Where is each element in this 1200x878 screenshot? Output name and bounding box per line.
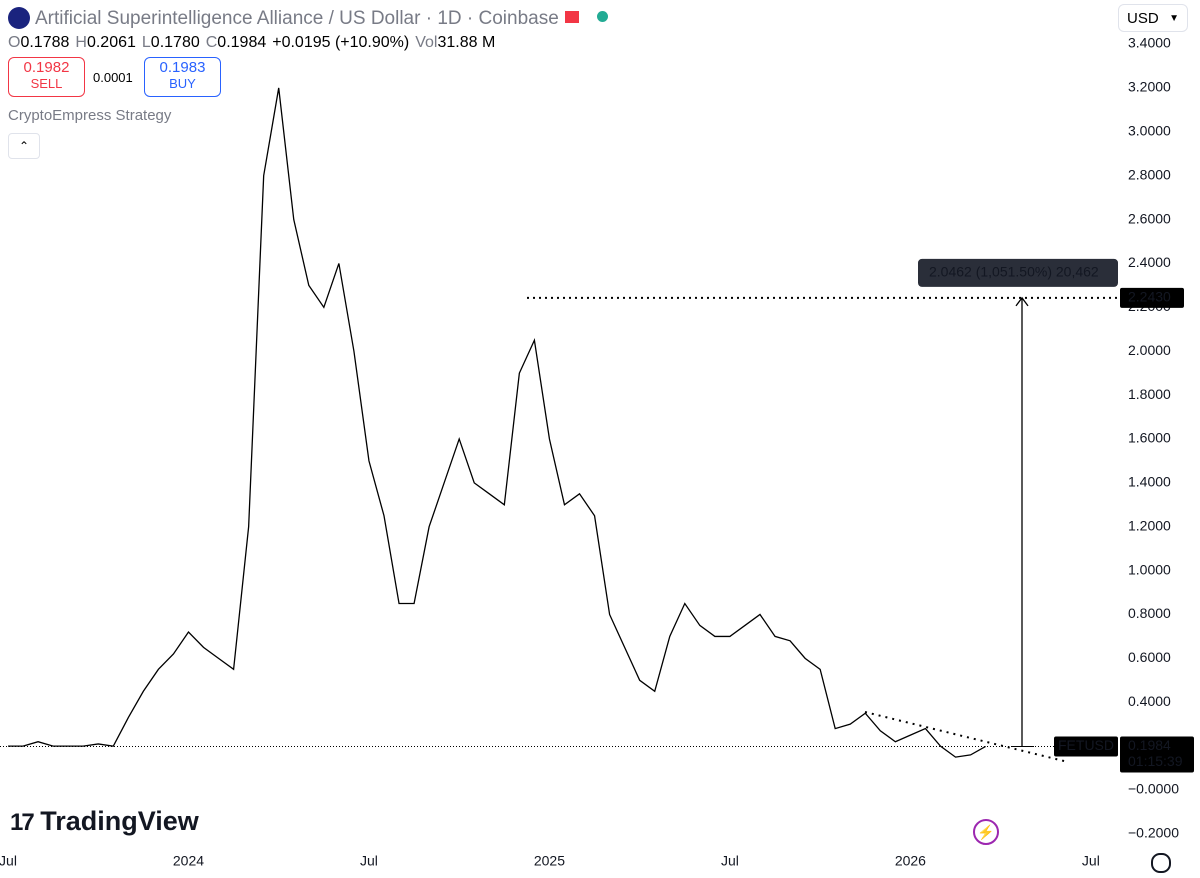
- measure-box: [918, 258, 1118, 287]
- spread: 0.0001: [93, 70, 133, 85]
- x-tick-label: Jul: [0, 853, 17, 869]
- sell-button[interactable]: 0.1982 SELL: [8, 57, 85, 97]
- alert-icon[interactable]: ⚡: [973, 819, 999, 845]
- currency: USD: [1127, 10, 1159, 27]
- y-tick-label: 0.4000: [1128, 693, 1171, 709]
- ohlc-value: 0.1788: [20, 34, 70, 51]
- x-tick-label: Jul: [721, 853, 739, 869]
- buy-label: BUY: [169, 76, 196, 91]
- ohlc-value: 0.1984: [217, 34, 267, 51]
- y-tick-label: 2.4000: [1128, 254, 1171, 270]
- x-tick-label: 2026: [895, 853, 926, 869]
- y-tick-label: 3.4000: [1128, 35, 1171, 51]
- ohlc-key: L: [141, 34, 151, 51]
- volume: 31.88 M: [437, 34, 496, 51]
- ohlc-value: 0.2061: [86, 34, 136, 51]
- high-label-box: [1120, 287, 1184, 308]
- y-tick-label: 0.6000: [1128, 649, 1171, 665]
- measure-label: 2.0462 (1,051.50%) 20,462: [929, 264, 1099, 280]
- logo-text: TradingView: [40, 806, 199, 836]
- buy-button[interactable]: 0.1983 BUY: [144, 57, 221, 97]
- y-tick-label: 1.8000: [1128, 386, 1171, 402]
- countdown: 01:15:39: [1128, 753, 1183, 769]
- symbol-icon: [8, 7, 30, 29]
- y-tick-label: −0.2000: [1128, 825, 1179, 841]
- arrow-head: [1015, 296, 1029, 307]
- price-line: [8, 87, 986, 758]
- currency-select[interactable]: USD ▼: [1118, 4, 1188, 32]
- ohlc-key: C: [205, 34, 218, 51]
- ohlc: O0.1788 H0.2061 L0.1780 C0.1984 +0.0195 (+10…: [8, 34, 495, 52]
- last-label: 0.1984: [1128, 737, 1171, 753]
- y-tick-label: 2.6000: [1128, 210, 1171, 226]
- ohlc-key: O: [8, 34, 21, 51]
- x-tick-label: 2024: [173, 853, 204, 869]
- y-tick-label: 2.0000: [1128, 342, 1171, 358]
- x-tick-label: Jul: [1082, 853, 1100, 869]
- status-dot: [597, 11, 608, 22]
- symbol-box: [1054, 736, 1118, 757]
- buy-price: 0.1983: [159, 59, 206, 76]
- sell-price: 0.1982: [23, 59, 70, 76]
- settings-icon[interactable]: [1151, 853, 1171, 873]
- y-tick-label: 3.2000: [1128, 79, 1171, 95]
- x-tick-label: 2025: [534, 853, 565, 869]
- y-tick-label: 1.0000: [1128, 561, 1171, 577]
- indicator[interactable]: CryptoEmpress Strategy: [8, 107, 172, 124]
- y-tick-label: 1.4000: [1128, 474, 1171, 490]
- change: +0.0195 (+10.90%): [272, 34, 410, 51]
- x-tick-label: Jul: [360, 853, 378, 869]
- y-tick-label: 2.8000: [1128, 166, 1171, 182]
- logo: 17 TradingView: [10, 806, 199, 836]
- y-tick-label: 3.0000: [1128, 123, 1171, 139]
- ohlc-value: 0.1780: [150, 34, 200, 51]
- flag-icon[interactable]: [565, 11, 579, 23]
- volume-key: Vol: [415, 34, 438, 51]
- ohlc-key: H: [75, 34, 87, 51]
- high-label: 2.2430: [1128, 289, 1171, 305]
- y-tick-label: 1.6000: [1128, 430, 1171, 446]
- y-tick-label: 0.8000: [1128, 605, 1171, 621]
- y-tick-label: −0.0000: [1128, 781, 1179, 797]
- sell-label: SELL: [30, 76, 63, 91]
- trend-line: [864, 711, 1069, 763]
- title: Artificial Superintelligence Alliance / …: [35, 8, 559, 29]
- symbol-label: FETUSD: [1058, 737, 1114, 753]
- last-label-box: [1120, 736, 1194, 773]
- collapse-button[interactable]: ⌃: [8, 133, 40, 159]
- y-tick-label: 1.2000: [1128, 517, 1171, 533]
